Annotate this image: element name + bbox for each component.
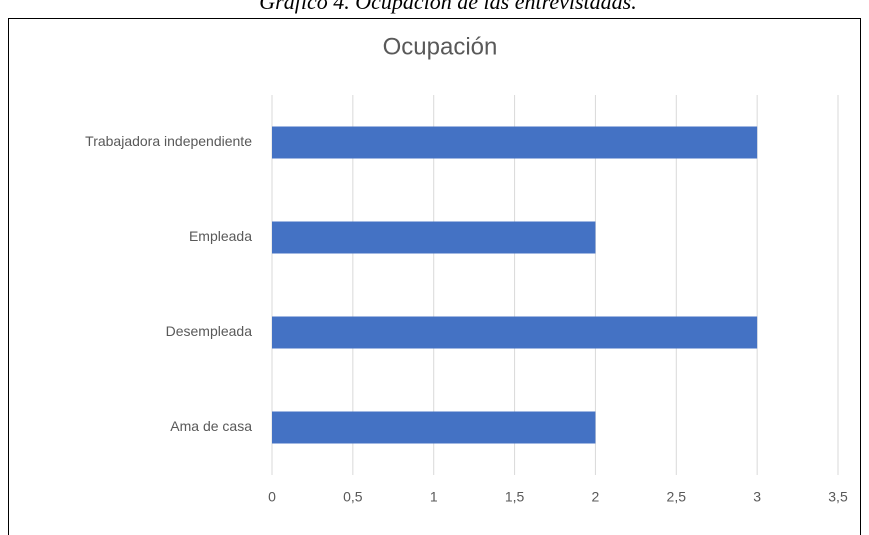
chart-title: Ocupación [383, 33, 498, 60]
x-tick-label: 1 [430, 489, 438, 505]
y-tick-label: Empleada [189, 228, 252, 244]
bar [272, 316, 758, 349]
bar [272, 221, 596, 254]
chart-border [8, 18, 861, 535]
x-tick-label: 0 [268, 489, 276, 505]
x-tick-label: 0,5 [343, 489, 363, 505]
chart-caption: Gráfico 4. Ocupación de las entrevistada… [259, 0, 636, 14]
x-tick-label: 2,5 [667, 489, 687, 505]
x-tick-label: 3,5 [828, 489, 848, 505]
bar [272, 411, 596, 444]
y-tick-label: Trabajadora independiente [85, 133, 252, 149]
y-tick-label: Ama de casa [170, 418, 252, 434]
y-tick-label: Desempleada [166, 323, 253, 339]
x-tick-label: 2 [592, 489, 600, 505]
x-tick-label: 3 [753, 489, 761, 505]
bar [272, 126, 758, 159]
x-tick-label: 1,5 [505, 489, 525, 505]
